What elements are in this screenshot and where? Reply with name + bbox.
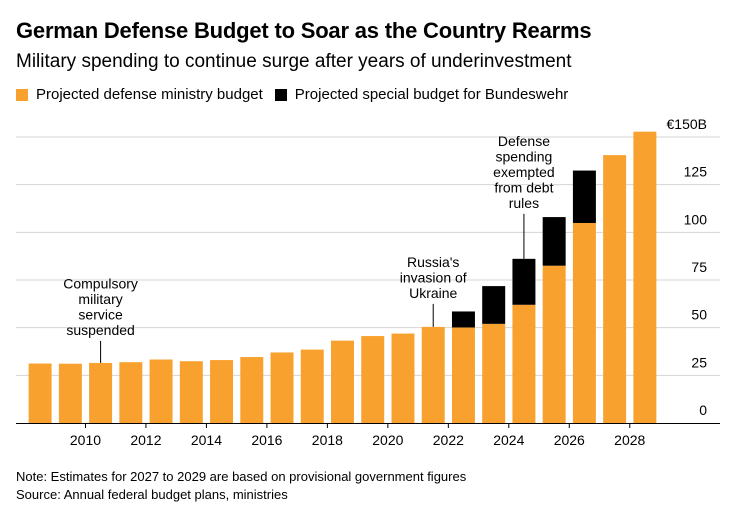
x-tick-label: 2014 [191,432,222,448]
annotation-text: Defense [498,133,550,149]
y-tick-label: 100 [684,211,708,227]
annotation-text: military [78,291,122,307]
bar-defense-ministry [603,155,627,423]
annotation-text: spending [496,148,553,164]
x-tick-label: 2024 [493,432,524,448]
bar-defense-ministry [451,327,475,423]
annotation-text: Russia's [407,254,459,270]
x-tick-label: 2010 [70,432,101,448]
legend-item-special-budget: Projected special budget for Bundeswehr [274,86,569,103]
legend: Projected defense ministry budget Projec… [16,86,580,103]
bar-defense-ministry [240,357,264,423]
bar-defense-ministry [361,336,385,423]
x-tick-label: 2018 [312,432,343,448]
bar-defense-ministry [179,361,203,423]
chart-subtitle: Military spending to continue surge afte… [16,51,572,72]
legend-item-defense-ministry: Projected defense ministry budget [16,86,263,103]
y-tick-label: €150B [667,116,707,132]
bar-defense-ministry [119,362,143,423]
bar-special-budget [482,286,506,324]
bar-defense-ministry [210,360,234,423]
bar-special-budget [572,170,596,223]
x-tick-label: 2026 [554,432,585,448]
bar-defense-ministry [300,349,324,423]
annotation-text: from debt [494,179,553,195]
footnote: Note: Estimates for 2027 to 2029 are bas… [16,469,467,484]
legend-swatch-orange [16,88,28,101]
x-tick-label: 2028 [614,432,645,448]
bar-defense-ministry [149,359,173,423]
source-note: Source: Annual federal budget plans, min… [16,487,288,502]
bar-defense-ministry [331,340,354,423]
annotation-text: Ukraine [409,285,457,301]
annotation-text: invasion of [400,269,467,285]
x-tick-label: 2022 [433,432,464,448]
y-tick-label: 75 [691,259,707,275]
legend-swatch-black [274,88,287,101]
bar-defense-ministry [391,333,415,423]
bar-defense-ministry [633,131,657,424]
bar-defense-ministry [482,323,506,423]
x-tick-label: 2016 [251,432,282,448]
x-tick-label: 2020 [372,432,403,448]
bar-defense-ministry [572,222,596,423]
annotation-text: exempted [493,164,554,180]
bar-defense-ministry [542,265,566,423]
annotation-text: rules [509,195,539,211]
annotation-text: suspended [66,322,135,338]
bar-special-budget [542,217,566,266]
bar-defense-ministry [28,363,52,423]
bar-defense-ministry [512,304,536,423]
legend-label-defense-ministry: Projected defense ministry budget [36,86,263,103]
y-tick-label: 125 [684,164,708,180]
y-tick-label: 50 [691,307,707,323]
y-tick-label: 25 [691,354,707,370]
y-tick-label: 0 [699,402,707,418]
bar-defense-ministry [270,352,294,423]
bar-defense-ministry [89,362,113,423]
chart-title: German Defense Budget to Soar as the Cou… [16,18,592,43]
bar-special-budget [451,311,475,328]
annotation-text: service [78,306,123,322]
annotation-text: Compulsory [63,275,138,291]
legend-label-special-budget: Projected special budget for Bundeswehr [294,86,569,103]
bar-special-budget [512,258,536,305]
x-tick-label: 2012 [130,432,161,448]
bar-defense-ministry [58,363,82,423]
bar-defense-ministry [421,326,445,423]
